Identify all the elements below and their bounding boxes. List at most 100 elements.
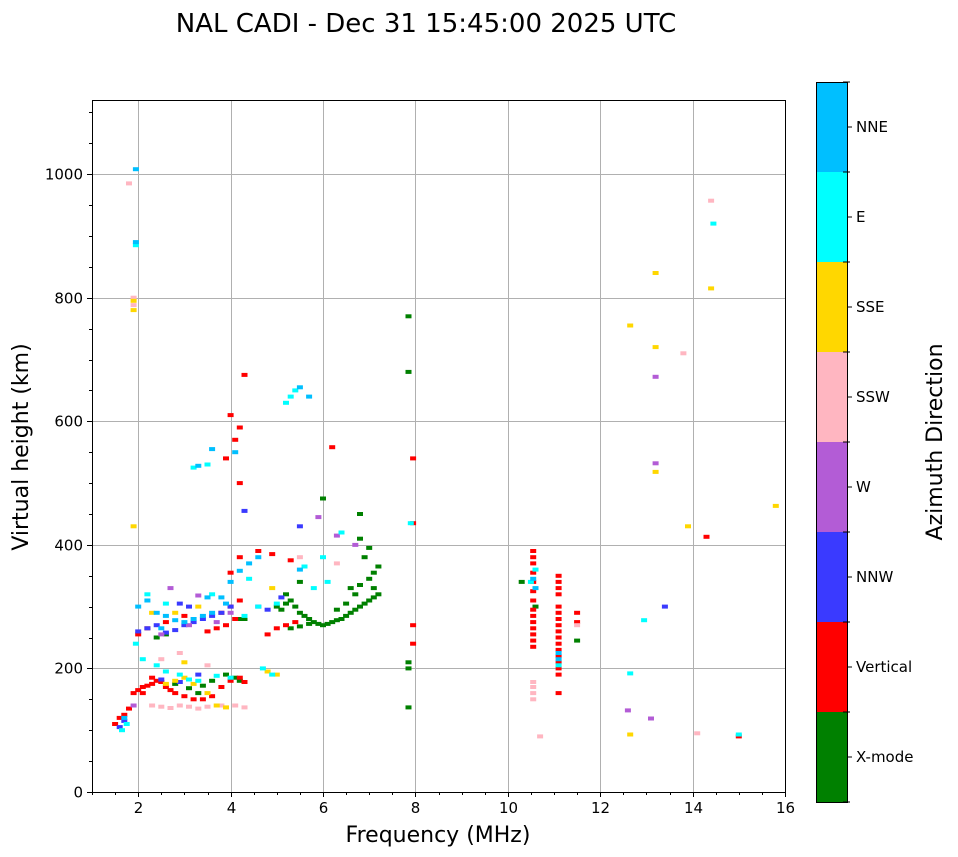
data-point-w <box>195 593 202 598</box>
data-point-x-mode <box>153 635 160 640</box>
data-point-nnw <box>172 628 179 633</box>
colorbar-title: Azimuth Direction <box>923 343 948 540</box>
data-point-e <box>186 677 192 682</box>
data-point-vertical <box>555 660 562 665</box>
data-point-vertical <box>227 678 234 683</box>
data-point-nnw <box>661 604 668 609</box>
data-point-x-mode <box>370 595 377 600</box>
data-point-ssw <box>708 198 715 203</box>
data-point-vertical <box>530 561 537 566</box>
data-point-x-mode <box>405 660 412 665</box>
data-point-vertical <box>555 592 562 597</box>
y-axis-ticks: 0 200 400 600 800 1000 <box>45 112 92 802</box>
data-point-x-mode <box>306 617 313 621</box>
colorbar-label: NNW <box>856 568 893 586</box>
data-point-nne <box>255 555 262 560</box>
data-point-e <box>227 675 234 680</box>
data-point-e <box>132 243 139 248</box>
data-point-x-mode <box>357 583 363 587</box>
data-point-nnw <box>209 613 216 618</box>
data-point-e <box>162 669 169 674</box>
data-point-nne <box>209 610 216 615</box>
data-point-nnw <box>218 610 225 615</box>
colorbar-segment <box>816 532 847 622</box>
data-point-x-mode <box>199 683 206 688</box>
data-point-ssw <box>680 351 687 356</box>
data-point-sse <box>652 271 659 275</box>
data-point-sse <box>213 703 220 708</box>
colorbar-label: E <box>856 208 865 226</box>
data-point-w <box>352 542 359 547</box>
data-point-x-mode <box>172 681 179 686</box>
data-point-x-mode <box>370 586 377 591</box>
data-point-e <box>407 521 414 526</box>
data-point-x-mode <box>370 570 377 575</box>
data-point-x-mode <box>357 536 363 541</box>
data-point-e <box>162 601 169 606</box>
data-point-sse <box>204 691 211 696</box>
data-point-e <box>287 394 294 399</box>
y-axis-label: Virtual height (km) <box>9 343 34 550</box>
x-tick-label: 4 <box>227 799 237 817</box>
data-point-vertical <box>530 607 537 612</box>
data-point-vertical <box>241 680 248 684</box>
data-point-sse <box>130 308 137 313</box>
data-point-ssw <box>195 706 202 711</box>
data-point-e <box>527 579 534 584</box>
data-point-e <box>627 671 634 676</box>
data-point-nne <box>232 450 239 455</box>
data-point-e <box>710 221 717 226</box>
data-point-w <box>333 533 340 538</box>
data-point-x-mode <box>209 678 216 683</box>
data-point-nnw <box>181 623 188 628</box>
data-point-vertical <box>158 680 165 684</box>
data-point-e <box>144 592 151 597</box>
data-point-x-mode <box>357 512 363 516</box>
data-point-nnw <box>227 604 234 609</box>
data-point-x-mode <box>366 545 373 550</box>
data-point-e <box>259 666 266 671</box>
data-point-vertical <box>530 638 537 643</box>
data-point-vertical <box>264 632 271 637</box>
data-point-x-mode <box>301 613 308 618</box>
data-point-ssw <box>218 703 225 708</box>
data-point-x-mode <box>241 617 248 621</box>
data-point-x-mode <box>315 621 322 626</box>
colorbar-label: Vertical <box>856 658 912 676</box>
colorbar-label: NNE <box>856 118 888 136</box>
data-point-vertical <box>232 437 239 442</box>
data-point-vertical <box>213 626 220 631</box>
data-point-w <box>158 632 165 637</box>
data-point-x-mode <box>333 607 340 612</box>
data-point-e <box>255 604 262 609</box>
data-points <box>112 167 779 739</box>
colorbar-segment <box>816 82 847 172</box>
colorbar-segment <box>816 442 847 532</box>
data-point-nne <box>199 613 206 618</box>
data-point-vertical <box>574 610 581 615</box>
colorbar-segment <box>816 172 847 262</box>
data-point-vertical <box>181 613 188 618</box>
data-point-x-mode <box>405 369 412 374</box>
data-point-e <box>209 592 216 597</box>
data-point-e <box>641 618 648 623</box>
data-point-sse <box>130 298 137 303</box>
data-point-nnw <box>158 677 165 682</box>
data-point-sse <box>685 524 691 529</box>
data-point-w <box>186 623 192 628</box>
data-point-x-mode <box>366 576 373 581</box>
data-point-ssw <box>537 734 544 739</box>
data-point-sse <box>195 604 202 609</box>
data-point-nne <box>195 463 202 468</box>
data-point-sse <box>264 669 271 674</box>
data-point-vertical <box>530 613 537 618</box>
data-point-vertical <box>162 685 169 689</box>
data-point-nne <box>162 613 169 618</box>
data-point-x-mode <box>343 601 350 606</box>
data-point-nnw <box>199 617 206 621</box>
data-point-e <box>246 576 253 581</box>
data-point-e <box>555 663 562 668</box>
data-point-w <box>315 515 322 520</box>
data-point-x-mode <box>296 579 303 584</box>
